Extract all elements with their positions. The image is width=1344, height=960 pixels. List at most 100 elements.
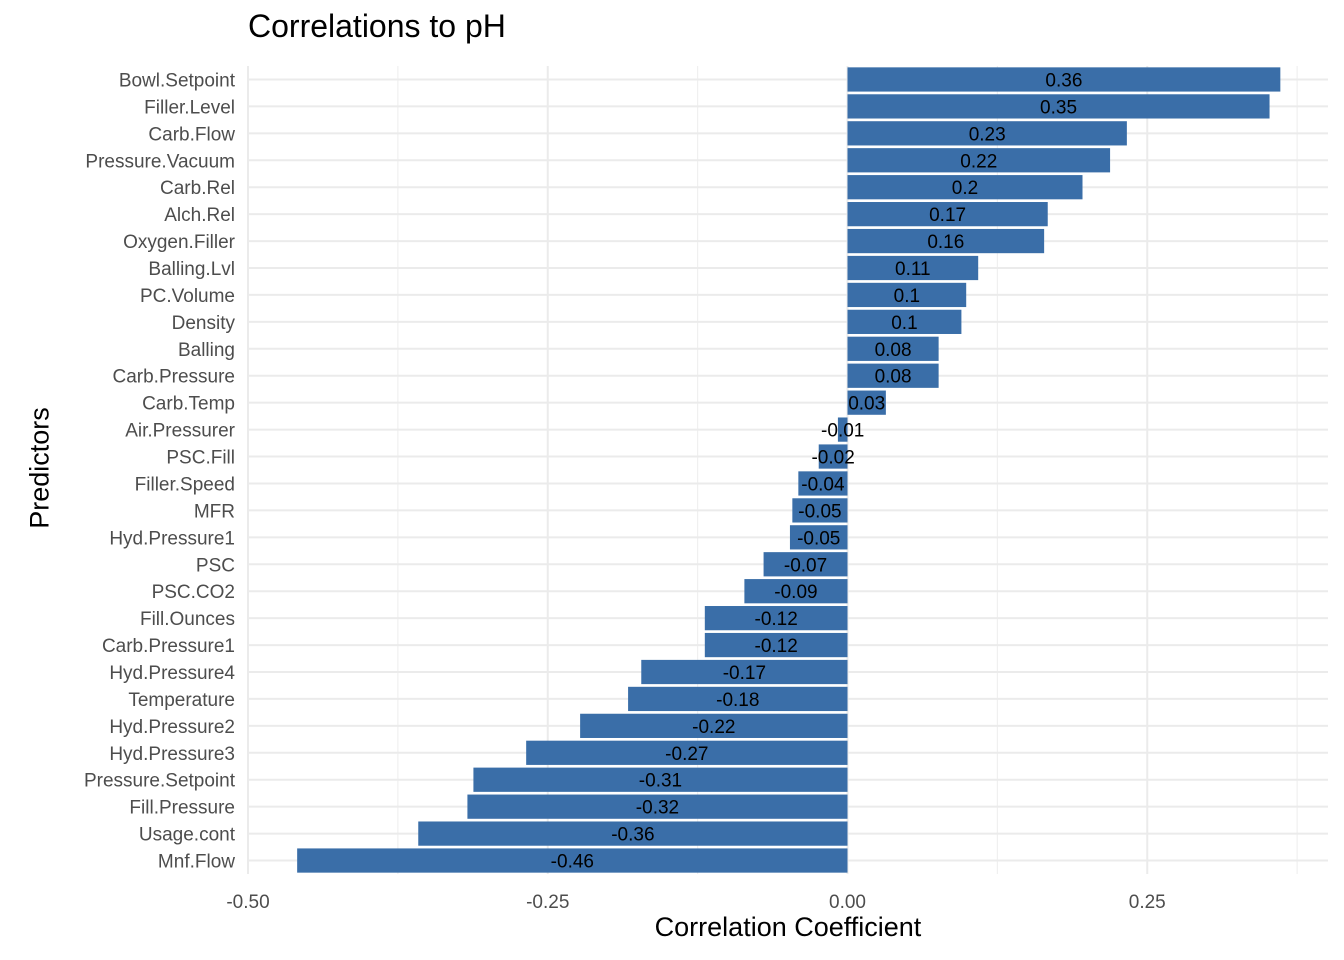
bar-value-label: -0.04 bbox=[801, 474, 845, 495]
y-tick-label: Filler.Level bbox=[144, 97, 235, 118]
x-tick-label: 0.00 bbox=[829, 892, 866, 913]
y-tick-label: Usage.cont bbox=[139, 825, 236, 846]
bar-Bowl.Setpoint bbox=[847, 67, 1281, 92]
bar-Pressure.Setpoint bbox=[473, 767, 848, 792]
bar-value-label: 0.16 bbox=[927, 232, 964, 253]
bar-PC.Volume bbox=[847, 282, 967, 308]
y-tick-label: PSC.CO2 bbox=[152, 582, 235, 603]
y-tick-label: Carb.Flow bbox=[148, 124, 235, 145]
x-tick-label: -0.25 bbox=[526, 892, 569, 913]
y-tick-label: Mnf.Flow bbox=[158, 852, 235, 873]
y-tick-label: Oxygen.Filler bbox=[123, 232, 236, 253]
bar-value-label: -0.07 bbox=[784, 555, 827, 576]
chart-title: Correlations to pH bbox=[248, 8, 506, 44]
y-tick-label: Hyd.Pressure3 bbox=[109, 744, 235, 765]
y-tick-labels: Bowl.Setpoint Filler.Level Carb.Flow Pressu… bbox=[84, 70, 236, 872]
y-tick-label: MFR bbox=[194, 501, 235, 522]
bar-value-label: -0.36 bbox=[611, 825, 654, 846]
y-tick-label: Fill.Ounces bbox=[140, 609, 235, 630]
bar-PSC.Fill bbox=[818, 444, 848, 469]
bar-value-label: 0.17 bbox=[929, 205, 966, 226]
bar-value-label: 0.03 bbox=[848, 394, 885, 415]
y-tick-label: Hyd.Pressure4 bbox=[109, 663, 235, 684]
y-tick-label: Density bbox=[172, 313, 236, 334]
y-tick-label: Hyd.Pressure1 bbox=[109, 528, 235, 549]
bar-Carb.Rel bbox=[847, 175, 1083, 200]
bar-value-label: 0.1 bbox=[894, 286, 920, 307]
bar-value-label: -0.17 bbox=[723, 663, 766, 684]
bar-value-label: 0.11 bbox=[895, 259, 931, 280]
y-tick-label: Balling bbox=[178, 340, 235, 361]
bar-value-label: -0.05 bbox=[797, 528, 840, 549]
bar-Hyd.Pressure4 bbox=[641, 659, 848, 685]
bar-Carb.Pressure bbox=[847, 363, 939, 388]
bar-value-label: -0.27 bbox=[665, 744, 708, 765]
bar-Temperature bbox=[628, 686, 848, 712]
bar-value-label: -0.12 bbox=[755, 609, 798, 630]
bar-value-label: -0.09 bbox=[774, 582, 817, 603]
bar-Filler.Speed bbox=[798, 471, 848, 496]
bar-value-label: 0.2 bbox=[952, 178, 978, 199]
bar-value-label: -0.22 bbox=[692, 717, 735, 738]
bar-Filler.Level bbox=[847, 94, 1270, 119]
bar-Mnf.Flow bbox=[297, 848, 848, 873]
y-tick-label: Carb.Rel bbox=[160, 178, 235, 199]
bar-Balling bbox=[847, 336, 939, 361]
bar-Fill.Pressure bbox=[467, 794, 848, 819]
bar-Oxygen.Filler bbox=[847, 228, 1045, 254]
bar-Pressure.Vacuum bbox=[847, 148, 1111, 173]
bar-Carb.Pressure1 bbox=[704, 632, 848, 658]
bar-Balling.Lvl bbox=[847, 255, 979, 281]
y-tick-label: Air.Pressurer bbox=[125, 421, 235, 442]
bar-PSC.CO2 bbox=[744, 579, 848, 604]
x-tick-label: 0.25 bbox=[1129, 892, 1166, 913]
y-tick-label: PSC.Fill bbox=[166, 448, 235, 469]
bar-Air.Pressurer bbox=[837, 417, 848, 442]
y-tick-label: Carb.Pressure bbox=[113, 367, 236, 388]
bar-value-label: 0.1 bbox=[891, 313, 917, 334]
bar-value-label: -0.05 bbox=[798, 501, 841, 522]
y-tick-label: Bowl.Setpoint bbox=[119, 70, 236, 91]
bar-value-label: 0.08 bbox=[875, 340, 912, 361]
y-tick-label: Pressure.Setpoint bbox=[84, 771, 236, 792]
grid-lines bbox=[247, 66, 1328, 874]
bar-value-label: 0.23 bbox=[969, 124, 1006, 145]
y-tick-label: Temperature bbox=[128, 690, 235, 711]
bar-Hyd.Pressure2 bbox=[580, 713, 848, 738]
y-tick-label: Filler.Speed bbox=[135, 474, 235, 495]
y-tick-label: Pressure.Vacuum bbox=[85, 151, 235, 172]
bar-value-label: -0.12 bbox=[755, 636, 798, 657]
bar-value-label: -0.46 bbox=[551, 852, 594, 873]
bar-Usage.cont bbox=[418, 821, 848, 846]
bar-PSC bbox=[763, 552, 848, 577]
y-tick-label: PC.Volume bbox=[140, 286, 235, 307]
bar-Hyd.Pressure3 bbox=[526, 740, 848, 765]
bar-value-label: 0.22 bbox=[960, 151, 997, 172]
y-tick-label: Alch.Rel bbox=[164, 205, 235, 226]
bar-value-label: 0.36 bbox=[1045, 70, 1082, 91]
bar-Alch.Rel bbox=[847, 202, 1048, 227]
y-tick-label: PSC bbox=[196, 555, 235, 576]
bars bbox=[297, 67, 1281, 873]
x-tick-labels: -0.50 -0.25 0.00 0.25 bbox=[226, 892, 1165, 913]
x-axis-title: Correlation Coefficient bbox=[654, 912, 922, 942]
bar-value-label: -0.32 bbox=[636, 798, 679, 819]
bar-value-label: -0.02 bbox=[811, 448, 854, 469]
x-tick-label: -0.50 bbox=[226, 892, 269, 913]
y-tick-label: Carb.Pressure1 bbox=[102, 636, 235, 657]
y-tick-label: Carb.Temp bbox=[142, 394, 235, 415]
bar-Density bbox=[847, 309, 962, 334]
bar-Hyd.Pressure1 bbox=[789, 525, 848, 550]
bar-Fill.Ounces bbox=[704, 606, 848, 631]
bar-value-label: -0.18 bbox=[716, 690, 759, 711]
y-tick-label: Balling.Lvl bbox=[148, 259, 235, 280]
bar-MFR bbox=[792, 498, 848, 523]
y-tick-label: Fill.Pressure bbox=[129, 798, 235, 819]
bar-value-label: -0.31 bbox=[639, 771, 682, 792]
bar-Carb.Flow bbox=[847, 121, 1127, 146]
bar-value-label: -0.01 bbox=[821, 421, 864, 442]
y-tick-label: Hyd.Pressure2 bbox=[109, 717, 235, 738]
bar-value-label: 0.08 bbox=[875, 367, 912, 388]
bar-value-label: 0.35 bbox=[1040, 97, 1077, 118]
